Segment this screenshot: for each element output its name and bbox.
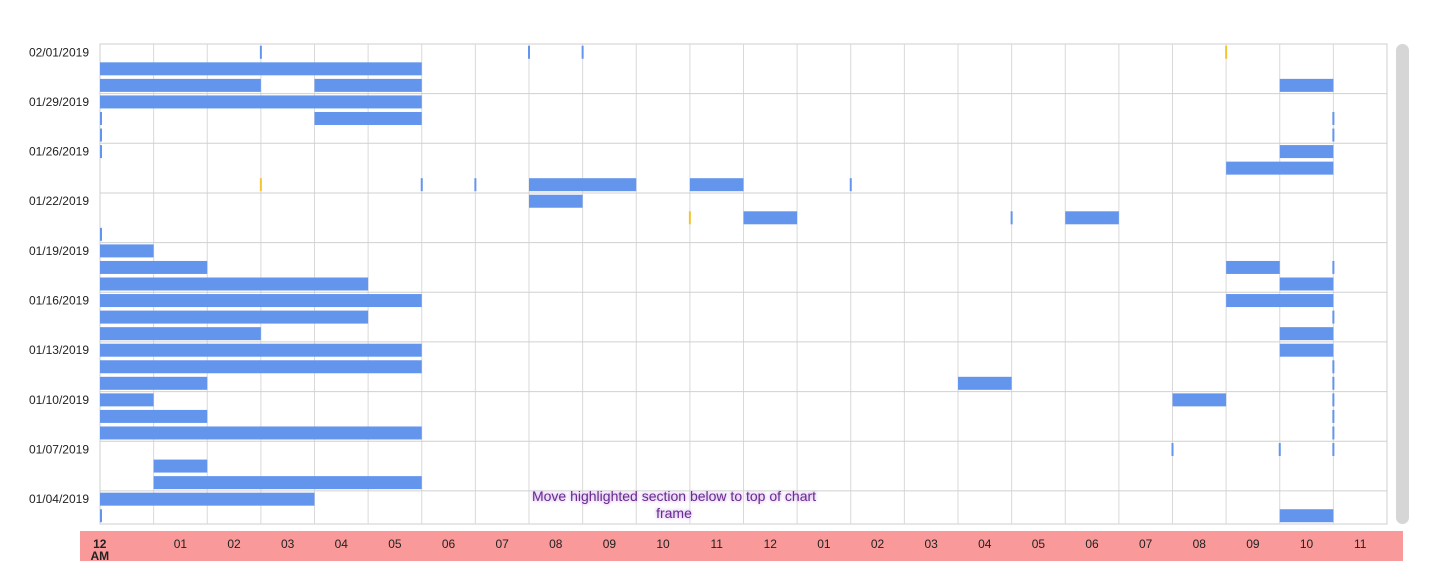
x-axis-tick: 10 [656,537,670,551]
x-axis-tick: 07 [496,537,510,551]
x-axis-tick: 09 [603,537,617,551]
timeline-bar[interactable] [743,211,798,225]
x-axis-tick: 05 [1032,537,1046,551]
y-axis-label: 01/22/2019 [29,194,89,208]
timeline-bar[interactable] [100,244,154,258]
y-axis-label: 02/01/2019 [29,45,89,59]
y-axis-label: 01/19/2019 [29,244,89,258]
x-axis-tick: 01 [817,537,831,551]
x-axis-tick-suffix: AM [90,549,109,561]
timeline-bar[interactable] [100,409,208,423]
timeline-bar[interactable] [100,393,154,407]
timeline-bar[interactable] [1279,277,1334,291]
timeline-bar[interactable] [689,178,744,192]
timeline-bar[interactable] [100,426,422,440]
y-axis-label: 01/04/2019 [29,492,89,506]
x-axis-tick: 12 [93,537,107,551]
timeline-bar[interactable] [1226,294,1334,308]
timeline-bar[interactable] [1279,343,1334,357]
x-axis-tick: 11 [710,537,723,551]
timeline-bar[interactable] [100,62,422,76]
annotation-note: Move highlighted section below to top of… [531,488,817,521]
timeline-bar[interactable] [1065,211,1119,225]
x-axis-tick: 01 [174,537,188,551]
y-axis-label: 01/13/2019 [29,343,89,357]
y-axis-label: 01/07/2019 [29,443,89,457]
timeline-bar[interactable] [100,294,422,308]
x-axis-tick: 07 [1139,537,1153,551]
timeline-bar[interactable] [100,376,208,390]
timeline-bar[interactable] [1279,145,1334,159]
x-axis-tick: 03 [925,537,939,551]
x-axis-tick: 04 [335,537,349,551]
timeline-bar[interactable] [100,78,261,92]
timeline-bar[interactable] [1172,393,1227,407]
x-axis-tick: 11 [1354,537,1367,551]
timeline-bar[interactable] [1226,161,1334,175]
timeline-bar[interactable] [314,111,422,125]
y-axis-label: 01/16/2019 [29,294,89,308]
timeline-bar[interactable] [1279,78,1334,92]
x-axis-tick: 02 [871,537,885,551]
timeline-bar[interactable] [100,327,261,341]
timeline-bar[interactable] [100,260,208,274]
timeline-bar[interactable] [1226,260,1280,274]
x-axis-band [80,531,1403,561]
x-axis-tick: 05 [388,537,402,551]
y-axis-labels: 02/01/2019 01/29/2019 01/26/2019 01/22/2019… [29,45,89,506]
timeline-bar[interactable] [100,492,315,506]
timeline-bar[interactable] [529,194,583,208]
x-axis-tick: 10 [1300,537,1314,551]
x-axis-tick: 04 [978,537,992,551]
timeline-bar[interactable] [153,459,208,473]
x-axis-tick: 09 [1246,537,1260,551]
timeline-bar[interactable] [100,360,422,374]
x-axis-tick: 06 [1085,537,1099,551]
x-axis-tick: 08 [549,537,563,551]
x-axis-tick: 12 [764,537,778,551]
timeline-bar[interactable] [529,178,637,192]
x-axis-tick: 08 [1193,537,1207,551]
y-axis-label: 01/29/2019 [29,95,89,109]
y-axis-label: 01/26/2019 [29,145,89,159]
x-axis-tick: 06 [442,537,456,551]
timeline-bar[interactable] [100,343,422,357]
timeline-bar[interactable] [100,277,369,291]
timeline-bar[interactable] [100,310,369,324]
timeline-bar[interactable] [100,95,422,109]
vertical-scrollbar[interactable] [1396,44,1409,524]
x-axis-tick: 03 [281,537,295,551]
x-axis-tick: 02 [227,537,241,551]
timeline-bar[interactable] [314,78,422,92]
timeline-bar[interactable] [958,376,1012,390]
chart-bars [100,45,1335,523]
timeline-bar[interactable] [1279,509,1334,523]
timeline-bar[interactable] [153,476,422,490]
y-axis-label: 01/10/2019 [29,393,89,407]
timeline-bar[interactable] [1279,327,1334,341]
